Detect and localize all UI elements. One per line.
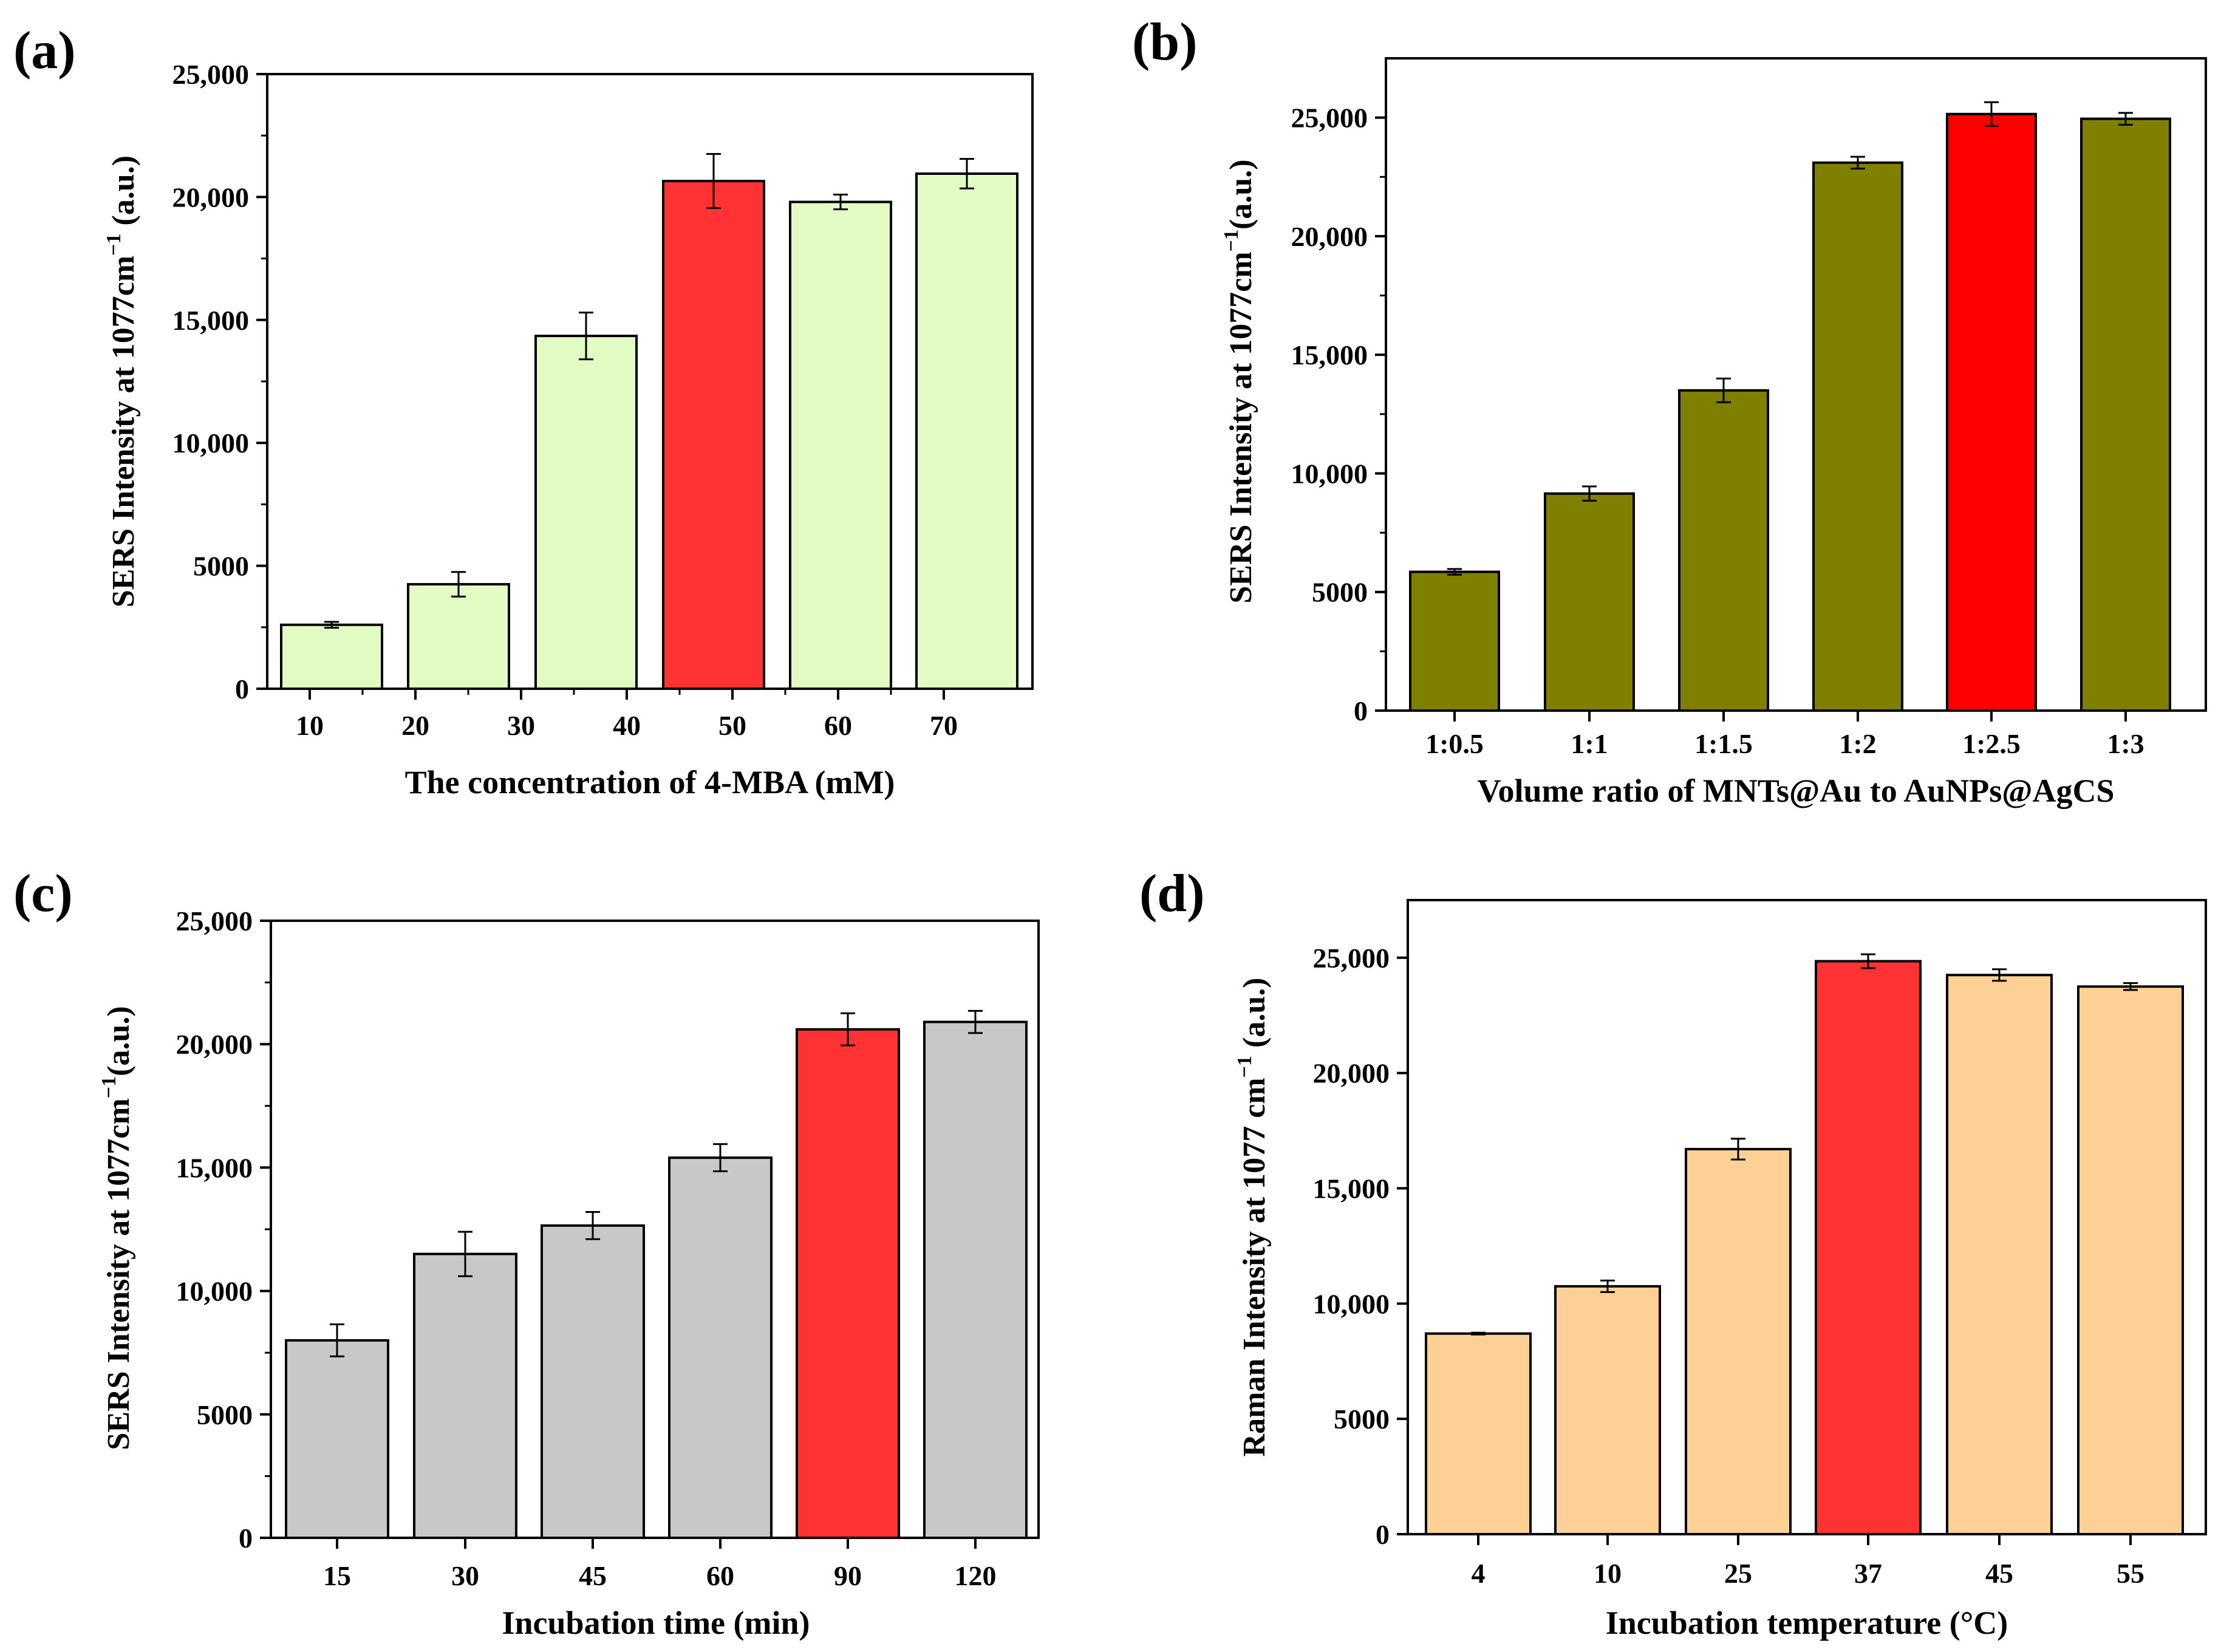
- panel-d-plot-frame: [1407, 899, 2207, 1535]
- panel-b-ytick-label: 0: [1354, 695, 1368, 726]
- panel-b-bar-3: [1678, 389, 1769, 712]
- panel-a-xtick-label: 20: [401, 710, 429, 741]
- panel-d-bar-2: [1554, 1285, 1661, 1535]
- panel-b-x-axis-title: Volume ratio of MNTs@Au to AuNPs@AgCS: [1477, 773, 2114, 809]
- panel-c-y-axis-title: SERS Intensity at 1077cm−1(a.u.): [98, 1006, 136, 1450]
- panel-b-y-axis-title: SERS Intensity at 1077cm−1(a.u.): [1220, 159, 1258, 603]
- panel-b-xtick-label: 1:1.5: [1694, 728, 1753, 759]
- panel-b-ytick-label: 10,000: [1291, 458, 1368, 489]
- panel-b: (b) 0 5000 10,000 15,000 20,000 25,000 1:0.5 1…: [1132, 13, 2207, 809]
- panel-a-ytick-label: 15,000: [172, 305, 250, 336]
- panel-a-letter: (a): [13, 21, 76, 80]
- panel-a-xtick-label: 70: [930, 710, 958, 741]
- panel-c-bar-5: [796, 1028, 900, 1540]
- panel-c-bar-6: [923, 1020, 1028, 1539]
- panel-d-ytick-label: 25,000: [1313, 943, 1390, 974]
- panel-c-ytick-label: 25,000: [176, 906, 253, 937]
- panel-d-xtick-label: 4: [1472, 1558, 1486, 1589]
- panel-c-bar-1: [285, 1339, 389, 1539]
- panel-b-bar-5: [1946, 112, 2037, 712]
- panel-d-bar-6: [2077, 985, 2184, 1535]
- panel-d-ytick-label: 20,000: [1313, 1058, 1390, 1089]
- panel-a-xtick-label: 60: [824, 710, 852, 741]
- panel-a-x-axis-title: The concentration of 4-MBA (mM): [405, 764, 895, 800]
- panel-a-xtick-label: 50: [718, 710, 746, 741]
- panel-a: (a) 0 5000 10,000 15,000 20,000 25,000 10 20 30…: [13, 21, 1034, 800]
- panel-c-xtick-label: 45: [579, 1560, 607, 1591]
- panel-a-xtick-label: 10: [296, 710, 324, 741]
- panel-d-letter: (d): [1139, 864, 1205, 923]
- panel-b-xtick-label: 1:1: [1571, 728, 1608, 759]
- panel-c-xtick-label: 60: [706, 1560, 734, 1591]
- panel-a-xtick-label: 30: [507, 710, 535, 741]
- panel-a-ytick-label: 25,000: [172, 59, 250, 90]
- panel-b-letter: (b): [1132, 13, 1198, 72]
- panel-b-ytick-label: 25,000: [1291, 103, 1368, 134]
- panel-d-x-axis-title: Incubation temperature (°C): [1606, 1605, 2008, 1641]
- panel-c-ytick-label: 0: [239, 1523, 253, 1554]
- panel-c-bar-4: [668, 1156, 773, 1540]
- panel-d-ytick-label: 5000: [1334, 1404, 1390, 1435]
- panel-b-ytick-label: 15,000: [1291, 340, 1368, 370]
- panel-c-x-axis-title: Incubation time (min): [502, 1605, 810, 1641]
- panel-b-xtick-label: 1:3: [2107, 728, 2144, 759]
- panel-c: (c) 0 5000 10,000 15,000 20,000 25,000 15 30 45…: [13, 864, 1040, 1641]
- panel-c-ytick-label: 20,000: [176, 1029, 253, 1060]
- panel-c-ytick-label: 15,000: [176, 1152, 253, 1183]
- panel-d-xtick-label: 10: [1594, 1558, 1622, 1589]
- panel-b-bar-4: [1812, 161, 1903, 712]
- panel-d: (d) 0 5000 10,000 15,000 20,000 25,000 4 10 25 3…: [1139, 864, 2207, 1641]
- panel-d-xtick-label: 25: [1724, 1558, 1752, 1589]
- panel-b-xtick-label: 1:2.5: [1962, 728, 2021, 759]
- panel-c-ytick-label: 10,000: [176, 1276, 253, 1307]
- panel-a-bar-3: [534, 335, 638, 690]
- panel-c-bar-3: [541, 1224, 645, 1540]
- panel-b-bar-1: [1409, 570, 1500, 712]
- panel-a-ytick-label: 20,000: [172, 182, 250, 213]
- panel-c-xtick-label: 15: [323, 1560, 351, 1591]
- panel-a-ytick-label: 5000: [193, 551, 249, 582]
- panel-d-bar-3: [1685, 1148, 1792, 1536]
- panel-a-ytick-label: 0: [235, 674, 249, 705]
- panel-d-ytick-label: 0: [1376, 1519, 1390, 1550]
- panel-d-bar-4: [1815, 960, 1922, 1535]
- panel-a-xtick-label: 40: [613, 710, 641, 741]
- panel-b-plot-frame: [1385, 57, 2207, 712]
- panel-d-xtick-label: 37: [1854, 1558, 1882, 1589]
- panel-d-xtick-label: 55: [2117, 1558, 2144, 1589]
- panel-a-ytick-label: 10,000: [172, 428, 250, 459]
- panel-d-xtick-label: 45: [1985, 1558, 2013, 1589]
- panel-c-xtick-label: 120: [955, 1560, 997, 1591]
- panel-b-ytick-label: 20,000: [1291, 221, 1368, 252]
- panel-b-bar-6: [2080, 117, 2171, 712]
- panel-c-ytick-label: 5000: [197, 1399, 253, 1430]
- panel-a-y-axis-title: SERS Intensity at 1077cm−1 (a.u.): [103, 155, 141, 607]
- panel-d-bar-1: [1425, 1332, 1532, 1535]
- panel-c-xtick-label: 90: [834, 1560, 862, 1591]
- panel-d-bar-5: [1946, 974, 2053, 1535]
- panel-a-bar-1: [280, 623, 383, 690]
- panel-c-bar-2: [413, 1252, 517, 1539]
- panel-c-xtick-label: 30: [451, 1560, 479, 1591]
- panel-b-xtick-label: 1:0.5: [1425, 728, 1484, 759]
- panel-d-ytick-label: 10,000: [1313, 1288, 1390, 1319]
- panel-d-y-axis-title: Raman Intensity at 1077 cm−1 (a.u.): [1233, 978, 1272, 1457]
- panel-c-letter: (c): [13, 864, 73, 923]
- panel-b-bar-2: [1544, 492, 1635, 712]
- panel-a-bar-2: [407, 582, 510, 691]
- panel-b-ytick-label: 5000: [1312, 577, 1368, 608]
- panel-a-bar-5: [789, 200, 892, 691]
- panel-b-xtick-label: 1:2: [1839, 728, 1876, 759]
- panel-a-bar-6: [915, 172, 1018, 691]
- panel-a-bar-4: [662, 180, 765, 690]
- panel-d-ytick-label: 15,000: [1313, 1173, 1390, 1204]
